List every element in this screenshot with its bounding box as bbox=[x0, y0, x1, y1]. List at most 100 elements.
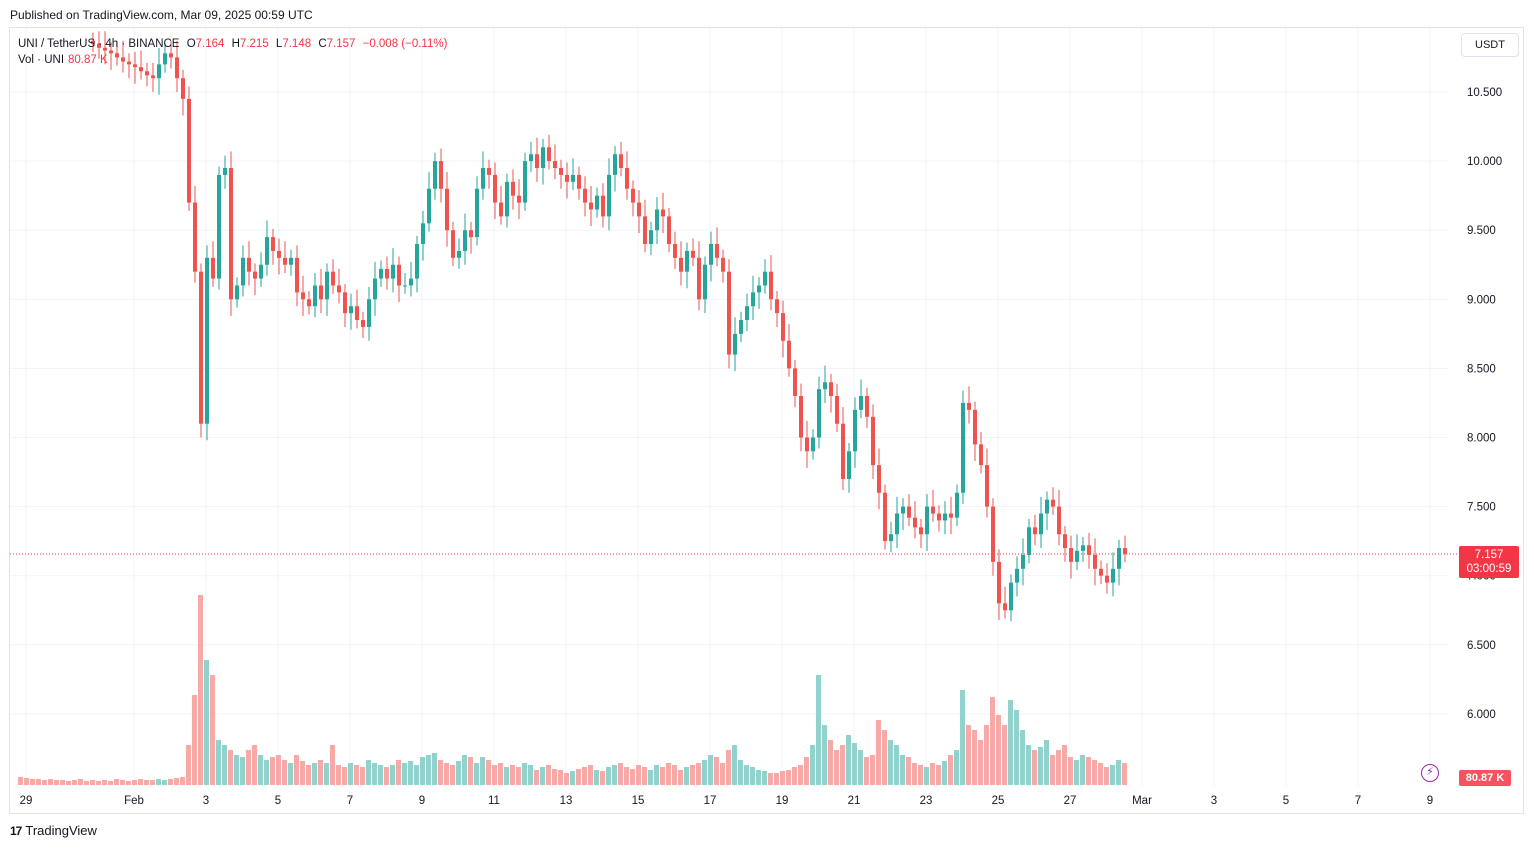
candle-body bbox=[427, 188, 431, 224]
candle-body bbox=[991, 506, 995, 562]
candle-body bbox=[523, 161, 527, 203]
volume-bar bbox=[750, 767, 755, 785]
candle-body bbox=[289, 257, 293, 265]
volume-bar bbox=[216, 740, 221, 785]
candle-body bbox=[943, 513, 947, 521]
candle-body bbox=[403, 285, 407, 287]
volume-bar bbox=[342, 767, 347, 785]
tradingview-brand[interactable]: 17 TradingView bbox=[10, 823, 97, 838]
candle-body bbox=[619, 154, 623, 169]
published-caption: Published on TradingView.com, Mar 09, 20… bbox=[10, 8, 313, 22]
candle-body bbox=[253, 271, 257, 279]
volume-bar bbox=[660, 767, 665, 785]
candle-body bbox=[517, 195, 521, 203]
volume-bar bbox=[396, 760, 401, 785]
volume-bar bbox=[870, 755, 875, 785]
volume-bar bbox=[1098, 763, 1103, 785]
volume-bar bbox=[132, 780, 137, 785]
candle-body bbox=[697, 257, 701, 300]
price-axis-labels: 6.0006.5007.0007.5008.0008.5009.0009.500… bbox=[1467, 87, 1502, 721]
candle-body bbox=[325, 271, 329, 300]
candle-body bbox=[577, 174, 581, 189]
volume-bar bbox=[180, 777, 185, 785]
candle-body bbox=[829, 382, 833, 397]
time-tick-label: 3 bbox=[1211, 795, 1217, 807]
candle-body bbox=[121, 57, 125, 62]
candle-body bbox=[529, 154, 533, 162]
candle-body bbox=[661, 209, 665, 217]
chart-frame[interactable] bbox=[9, 27, 1524, 814]
candle-body bbox=[835, 396, 839, 424]
candle-body bbox=[421, 223, 425, 245]
volume-bar bbox=[972, 730, 977, 785]
candle-body bbox=[1039, 513, 1043, 535]
time-tick-label: 23 bbox=[920, 795, 933, 807]
volume-bar bbox=[1074, 760, 1079, 785]
volume-bar bbox=[144, 780, 149, 785]
volume-bar bbox=[954, 750, 959, 785]
candle-body bbox=[181, 78, 185, 99]
candle-body bbox=[235, 285, 239, 300]
volume-bar bbox=[294, 755, 299, 785]
candle-body bbox=[565, 174, 569, 182]
volume-bar bbox=[66, 781, 71, 785]
candle-body bbox=[595, 195, 599, 210]
currency-unit-button[interactable]: USDT bbox=[1461, 33, 1519, 57]
lightning-icon[interactable]: ⚡ bbox=[1421, 764, 1439, 782]
volume-bar bbox=[264, 760, 269, 785]
time-tick-label: 29 bbox=[20, 795, 33, 807]
candle-body bbox=[649, 230, 653, 245]
candle-body bbox=[589, 202, 593, 210]
time-tick-label: 25 bbox=[992, 795, 1005, 807]
candle-body bbox=[559, 168, 563, 175]
volume-bar bbox=[708, 755, 713, 785]
volume-bar bbox=[324, 763, 329, 785]
volume-bar bbox=[492, 765, 497, 785]
candle-body bbox=[1051, 499, 1055, 507]
volume-bar bbox=[372, 763, 377, 785]
candle-body bbox=[691, 250, 695, 258]
volume-bar bbox=[990, 697, 995, 785]
time-tick-label: 27 bbox=[1064, 795, 1077, 807]
candle-body bbox=[223, 168, 227, 175]
candle-body bbox=[871, 416, 875, 466]
volume-bar bbox=[1086, 757, 1091, 785]
candle-body bbox=[1021, 554, 1025, 569]
candle-body bbox=[547, 147, 551, 162]
time-tick-label: 19 bbox=[776, 795, 789, 807]
candle-body bbox=[907, 506, 911, 518]
volume-bar bbox=[774, 773, 779, 785]
candle-body bbox=[1111, 568, 1115, 583]
candle-body bbox=[211, 257, 215, 279]
candle-body bbox=[1081, 545, 1085, 551]
volume-bar bbox=[36, 779, 41, 785]
volume-bar bbox=[90, 780, 95, 785]
volume-tag: 80.87 K bbox=[1459, 770, 1511, 786]
chart-legend: UNI / TetherUS · 4h · BINANCE O7.164 H7.… bbox=[18, 36, 447, 68]
volume-bar bbox=[1050, 755, 1055, 785]
candle-body bbox=[355, 306, 359, 321]
volume-bar bbox=[666, 763, 671, 785]
volume-bar bbox=[984, 725, 989, 785]
volume-bar bbox=[150, 780, 155, 785]
volume-bar bbox=[126, 781, 131, 785]
candle-body bbox=[247, 257, 251, 272]
volume-bar bbox=[336, 765, 341, 785]
volume-bar bbox=[636, 765, 641, 785]
candle-body bbox=[163, 53, 167, 65]
time-tick-label: Mar bbox=[1132, 795, 1152, 807]
candle-body bbox=[445, 188, 449, 231]
volume-bar bbox=[234, 755, 239, 785]
candle-body bbox=[511, 181, 515, 196]
volume-bar bbox=[360, 767, 365, 785]
open-value: 7.164 bbox=[195, 38, 225, 50]
candle-body bbox=[859, 396, 863, 410]
candle-body bbox=[823, 382, 827, 390]
volume-bar bbox=[900, 755, 905, 785]
volume-bar bbox=[882, 730, 887, 785]
brand-name: TradingView bbox=[25, 823, 97, 838]
candle-body bbox=[781, 313, 785, 341]
candle-body bbox=[601, 195, 605, 217]
candle-body bbox=[361, 320, 365, 327]
